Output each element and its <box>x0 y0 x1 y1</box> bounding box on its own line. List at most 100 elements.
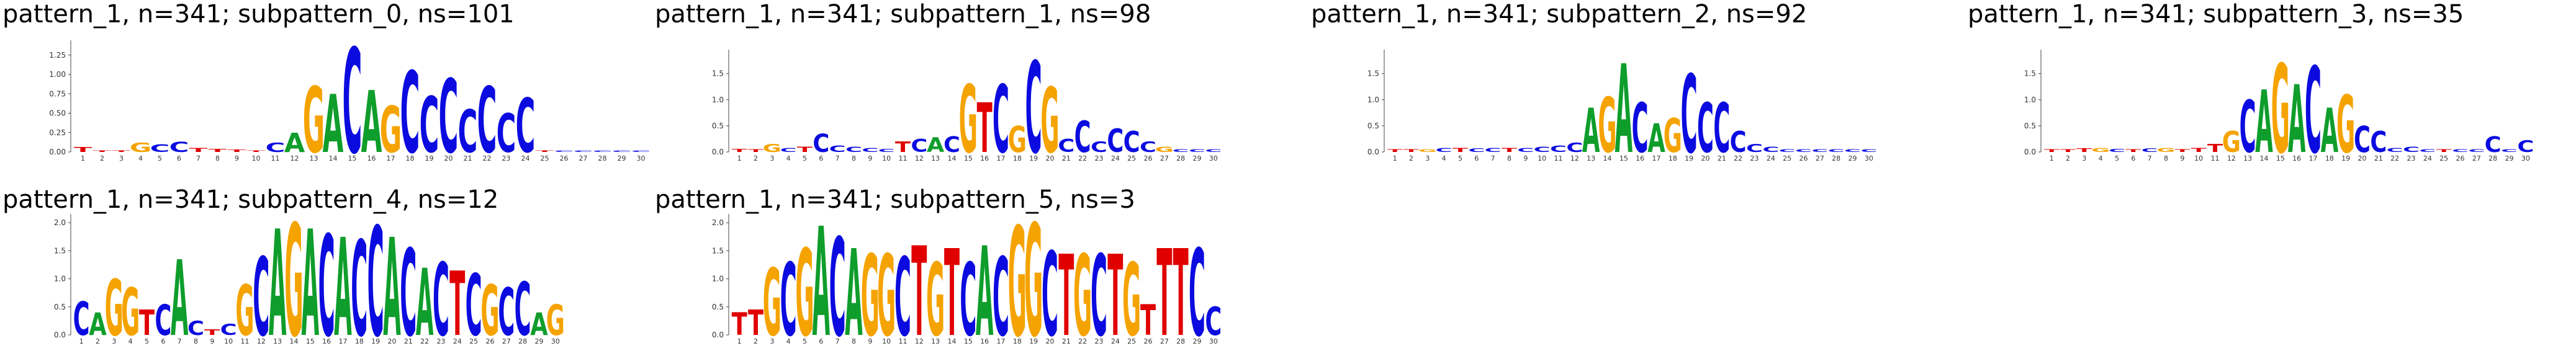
logo-letter-G: G <box>763 142 781 154</box>
logo-letter-G: G <box>121 275 140 351</box>
logo-letter-T: T <box>1173 225 1189 354</box>
logo-letter-A: A <box>927 134 945 157</box>
x-tick-label: 4 <box>1442 154 1446 162</box>
x-tick-label: 20 <box>1046 337 1055 345</box>
logo-letter-C: C <box>2141 148 2158 153</box>
logo-letter-G: G <box>1073 232 1092 354</box>
logo-letter-C: C <box>960 243 976 354</box>
x-tick-label: 8 <box>852 337 856 345</box>
x-tick-label: 11 <box>271 154 280 162</box>
logo-letter-G: G <box>2091 147 2110 154</box>
x-tick-label: 1 <box>79 337 84 345</box>
logo-letter-G: G <box>1040 69 1059 174</box>
logo-letter-C: C <box>1124 125 1140 159</box>
y-tick-label: 0.5 <box>54 303 66 311</box>
logo-letter-T: T <box>2174 149 2190 153</box>
logo-letter-C: C <box>943 133 960 158</box>
x-tick-label: 8 <box>2164 154 2168 162</box>
y-tick-label: 1.5 <box>1367 69 1379 78</box>
x-tick-label: 12 <box>2227 154 2236 162</box>
logo-letter-C: C <box>1436 147 1452 154</box>
x-tick-label: 7 <box>2148 154 2152 162</box>
logo-letter-C: C <box>2354 120 2371 161</box>
logo-panel-5: pattern_1, n=341; subpattern_5, ns=3 0.0 0… <box>655 185 1222 356</box>
x-tick-label: 2 <box>754 154 758 162</box>
x-tick-label: 22 <box>483 154 492 162</box>
x-tick-label: 28 <box>518 337 527 345</box>
x-tick-label: 15 <box>964 154 973 162</box>
x-tick-label: 5 <box>158 154 162 162</box>
logo-letter-C: C <box>813 129 829 158</box>
x-tick-label: 4 <box>2099 154 2103 162</box>
y-tick-label: 0.5 <box>712 303 724 311</box>
logo-letter-C: C <box>351 214 367 354</box>
x-tick-label: 20 <box>2358 154 2367 162</box>
x-tick-label: 7 <box>1491 154 1495 162</box>
logo-letter-T: T <box>112 150 131 153</box>
y-tick-label: 1.00 <box>49 70 66 79</box>
x-tick-label: 9 <box>2180 154 2184 162</box>
logo-letter-G: G <box>1598 83 1616 171</box>
logo-letter-T: T <box>2076 148 2092 153</box>
x-tick-label: 16 <box>2292 154 2301 162</box>
x-tick-label: 28 <box>1176 154 1185 162</box>
logo-letter-C: C <box>1746 142 1763 154</box>
x-tick-label: 18 <box>406 154 415 162</box>
x-tick-label: 28 <box>1176 337 1185 345</box>
x-tick-label: 8 <box>852 154 856 162</box>
x-tick-label: 16 <box>1636 154 1644 162</box>
logo-letter-C: C <box>1811 149 1828 153</box>
x-tick-label: 25 <box>1127 154 1136 162</box>
logo-letter-T: T <box>732 307 747 343</box>
logo-letter-C: C <box>1681 53 1698 178</box>
logo-letter-T: T <box>228 149 246 153</box>
x-tick-label: 5 <box>1458 154 1462 162</box>
logo-letter-T: T <box>944 225 960 354</box>
x-tick-label: 5 <box>803 337 807 345</box>
logo-letter-C: C <box>2109 148 2125 153</box>
logo-letter-C: C <box>400 225 417 354</box>
x-tick-label: 1 <box>2050 154 2054 162</box>
x-tick-label: 9 <box>210 337 214 345</box>
logo-letter-A: A <box>284 128 305 159</box>
logo-letter-C: C <box>155 296 171 345</box>
logo-letter-C: C <box>1550 144 1567 154</box>
y-tick-label: 0.5 <box>2024 122 2036 130</box>
x-tick-label: 17 <box>997 337 1006 345</box>
logo-letter-C: C <box>2485 133 2502 158</box>
y-tick-label: 1.25 <box>49 51 66 60</box>
logo-letter-T: T <box>2207 142 2223 154</box>
x-tick-label: 22 <box>1078 154 1087 162</box>
x-tick-label: 17 <box>997 154 1006 162</box>
x-tick-label: 27 <box>1160 337 1169 345</box>
logo-letter-C: C <box>220 321 237 339</box>
logo-letter-C: C <box>1205 149 1222 153</box>
x-tick-label: 16 <box>980 337 989 345</box>
logo-letter-T: T <box>93 150 112 153</box>
logo-letter-G: G <box>2222 125 2241 159</box>
x-tick-label: 8 <box>215 154 220 162</box>
x-tick-label: 24 <box>1767 154 1775 162</box>
logo-letter-C: C <box>1844 149 1861 153</box>
logo-letter-G: G <box>926 243 945 354</box>
logo-letter-C: C <box>2501 149 2518 153</box>
x-tick-label: 2 <box>100 154 104 162</box>
y-tick-label: 2.0 <box>712 218 724 227</box>
logo-letter-C: C <box>439 60 459 177</box>
logo-letter-C: C <box>2370 125 2387 159</box>
logo-letter-T: T <box>74 146 92 154</box>
x-tick-label: 6 <box>819 337 823 345</box>
logo-letter-A: A <box>2288 66 2305 174</box>
x-tick-label: 28 <box>2488 154 2497 162</box>
x-tick-label: 4 <box>786 337 791 345</box>
x-tick-label: 21 <box>464 154 472 162</box>
x-tick-label: 7 <box>835 337 840 345</box>
logo-letter-G: G <box>1122 243 1141 354</box>
logo-panel-2: pattern_1, n=341; subpattern_2, ns=92 0.0… <box>1311 0 1877 181</box>
logo-letter-T: T <box>732 148 747 153</box>
x-tick-label: 11 <box>899 154 907 162</box>
y-tick-label: 1.0 <box>1367 96 1379 104</box>
x-tick-label: 18 <box>1013 337 1022 345</box>
x-tick-label: 14 <box>290 337 299 345</box>
